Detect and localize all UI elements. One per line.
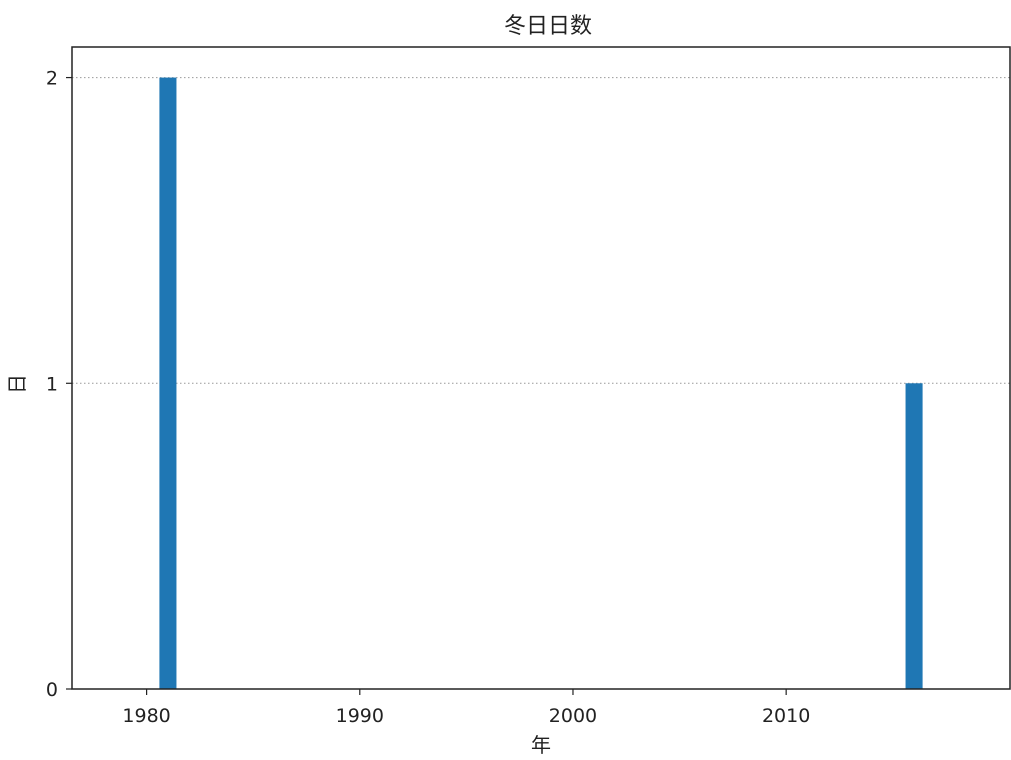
grid bbox=[72, 77, 1010, 384]
y-tick-label-2: 2 bbox=[46, 68, 58, 90]
x-axis-label: 年 bbox=[531, 733, 551, 757]
y-axis-label: 日 bbox=[5, 374, 29, 394]
x-tick-label-1980: 1980 bbox=[122, 705, 170, 727]
y-tick-label-0: 0 bbox=[46, 679, 58, 701]
x-tick-label-2010: 2010 bbox=[762, 705, 810, 727]
plot-frame bbox=[71, 46, 1011, 690]
x-tick-label-2000: 2000 bbox=[549, 705, 597, 727]
bars bbox=[159, 77, 923, 690]
bar-1981 bbox=[159, 77, 177, 690]
x-tick-label-1990: 1990 bbox=[336, 705, 384, 727]
x-axis-ticks: 1980 1990 2000 2010 bbox=[122, 689, 810, 727]
bar-2016 bbox=[905, 383, 923, 689]
y-tick-label-1: 1 bbox=[46, 373, 58, 395]
y-axis-ticks: 0 1 2 bbox=[46, 68, 72, 701]
chart-title: 冬日日数 bbox=[504, 14, 592, 39]
